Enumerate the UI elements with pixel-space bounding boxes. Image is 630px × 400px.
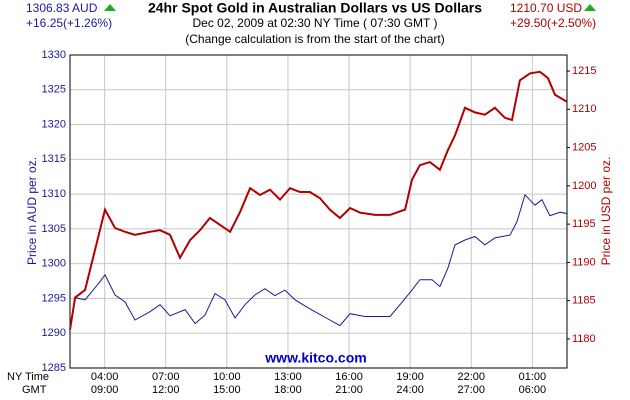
x-row-label: GMT: [22, 384, 47, 396]
x-tick-label: 01:00: [519, 371, 547, 383]
price-line: [69, 193, 568, 330]
y-tick-label: 1305: [42, 223, 66, 235]
y2-axis-label: Price in USD per oz.: [599, 157, 613, 266]
y-tick-label: 1295: [42, 292, 66, 304]
up-icon: [104, 4, 116, 11]
price-line: [69, 70, 568, 330]
x-tick-label: 13:00: [274, 371, 302, 383]
y-tick-label: 1330: [42, 49, 66, 61]
x2-tick-label: 06:00: [519, 384, 547, 396]
y2-tick-label: 1210: [572, 103, 596, 115]
right-price: 1210.70 USD: [510, 1, 582, 15]
x2-tick-label: 12:00: [152, 384, 180, 396]
y-tick-label: 1315: [42, 153, 66, 165]
left-change: +16.25(+1.26%): [26, 16, 112, 30]
y-tick-label: 1285: [42, 362, 66, 374]
watermark: www.kitco.com: [264, 350, 366, 366]
x2-tick-label: 27:00: [458, 384, 486, 396]
x-tick-label: 19:00: [396, 371, 424, 383]
x-tick-label: 04:00: [91, 371, 119, 383]
x-tick-label: 10:00: [213, 371, 241, 383]
y2-tick-label: 1195: [572, 218, 596, 230]
y2-tick-label: 1185: [572, 295, 596, 307]
y2-tick-label: 1200: [572, 180, 596, 192]
x2-tick-label: 15:00: [213, 384, 241, 396]
x2-tick-label: 09:00: [91, 384, 119, 396]
y2-tick-label: 1205: [572, 142, 596, 154]
y-tick-label: 1320: [42, 118, 66, 130]
right-change: +29.50(+2.50%): [510, 16, 596, 30]
x2-tick-label: 21:00: [335, 384, 363, 396]
y-tick-label: 1290: [42, 327, 66, 339]
x-row-label: NY Time: [7, 371, 49, 383]
y2-tick-label: 1190: [572, 256, 596, 268]
chart-title: 24hr Spot Gold in Australian Dollars vs …: [148, 0, 482, 16]
x-tick-label: 07:00: [152, 371, 180, 383]
y-tick-label: 1325: [42, 84, 66, 96]
chart-note: (Change calculation is from the start of…: [185, 32, 444, 46]
x2-tick-label: 18:00: [274, 384, 302, 396]
y-tick-label: 1310: [42, 188, 66, 200]
left-price: 1306.83 AUD: [26, 1, 98, 15]
x-tick-label: 22:00: [458, 371, 486, 383]
chart-subtitle: Dec 02, 2009 at 02:30 NY Time ( 07:30 GM…: [192, 16, 437, 30]
up-icon: [584, 4, 596, 11]
x2-tick-label: 24:00: [396, 384, 424, 396]
y2-tick-label: 1180: [572, 333, 596, 345]
y2-tick-label: 1215: [572, 65, 596, 77]
y-axis-label: Price in AUD per oz.: [25, 157, 39, 265]
x-tick-label: 16:00: [335, 371, 363, 383]
plot-border: [69, 54, 568, 369]
y-tick-label: 1300: [42, 258, 66, 270]
